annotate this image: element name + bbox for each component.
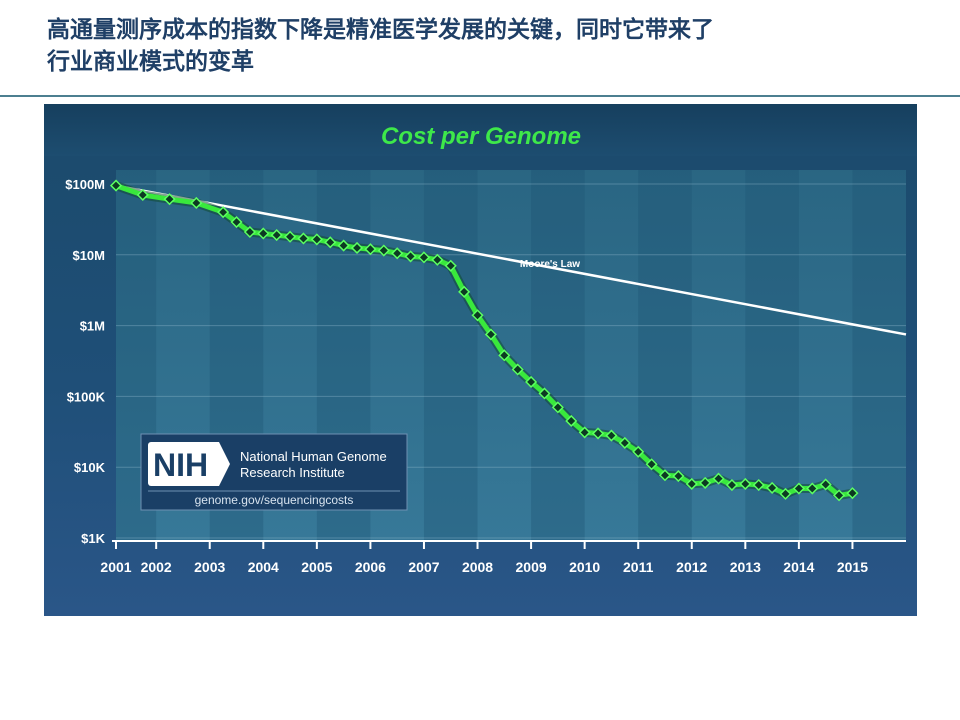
slide-title-line-2: 行业商业模式的变革 <box>47 49 254 75</box>
x-axis-tick-labels: 2001 2002 2003 2004 2005 2006 2007 2008 2009 2010… <box>100 541 868 575</box>
x-tick-label: 2006 <box>355 559 386 575</box>
cost-data-point <box>806 482 819 495</box>
cost-data-point <box>297 232 310 245</box>
cost-data-point <box>350 241 364 254</box>
cost-data-point <box>672 469 685 483</box>
cost-data-point <box>471 309 484 322</box>
cost-data-point <box>645 458 658 471</box>
nih-logo-box: NIH National Human Genome Research Insti… <box>140 433 408 511</box>
cost-data-point <box>511 363 524 376</box>
moores-law-line <box>115 184 907 336</box>
nih-badge-text: NIH <box>153 447 208 483</box>
cost-data-point <box>832 489 846 502</box>
title-divider <box>0 95 960 97</box>
cost-data-point <box>431 253 444 266</box>
column-band <box>745 170 799 542</box>
cost-data-point <box>712 472 725 485</box>
cost-data-point <box>458 285 471 298</box>
x-tick-label: 2010 <box>569 559 600 575</box>
cost-data-point <box>632 445 645 458</box>
x-tick-label: 2001 <box>100 559 131 575</box>
chart-title-band <box>44 104 917 156</box>
cost-data-point <box>618 436 631 450</box>
cost-data-point <box>364 243 377 256</box>
cost-data-point <box>136 188 149 202</box>
nih-badge-notch <box>219 442 232 486</box>
moores-law-label: Moore's Law <box>520 259 580 270</box>
cost-data-point <box>605 429 618 442</box>
nih-badge-bg <box>148 442 232 486</box>
cost-data-point <box>484 328 497 341</box>
cost-data-point <box>417 251 431 264</box>
cost-data-point <box>404 250 417 263</box>
cost-data-point <box>725 478 738 492</box>
nih-org-line-2: Research Institute <box>240 465 345 480</box>
cost-data-point <box>324 236 337 249</box>
cost-data-point <box>337 239 350 252</box>
x-tick-label: 2012 <box>676 559 707 575</box>
x-tick-label: 2007 <box>408 559 439 575</box>
cost-data-point <box>230 216 243 229</box>
cost-data-point <box>591 427 605 440</box>
cost-data-point <box>819 478 832 491</box>
column-band <box>852 170 906 542</box>
cost-data-point <box>551 401 564 414</box>
cost-data-point <box>190 196 203 210</box>
y-tick-label: $100K <box>67 389 106 404</box>
x-tick-label: 2003 <box>194 559 225 575</box>
cost-data-point <box>109 179 123 192</box>
cost-data-point <box>284 230 297 243</box>
x-tick-label: 2002 <box>141 559 172 575</box>
chart-title: Cost per Genome <box>381 123 581 150</box>
y-tick-label: $10M <box>72 248 105 263</box>
cost-data-point <box>779 487 792 500</box>
y-axis-tick-labels: $100M $10M $1M $100K $10K $1K <box>65 177 105 546</box>
y-tick-label: $1K <box>81 531 105 546</box>
cost-data-point <box>699 476 712 489</box>
x-tick-label: 2014 <box>783 559 814 575</box>
cost-data-point <box>739 477 752 491</box>
x-tick-label: 2013 <box>730 559 761 575</box>
y-tick-label: $1M <box>80 319 105 334</box>
x-tick-label: 2004 <box>248 559 279 575</box>
cost-data-point <box>243 225 256 239</box>
cost-data-point <box>766 481 779 494</box>
cost-data-point <box>565 414 578 428</box>
cost-data-point <box>217 206 230 219</box>
cost-data-point <box>391 247 404 260</box>
x-tick-label: 2015 <box>837 559 868 575</box>
slide-title: 高通量测序成本的指数下降是精准医学发展的关键，同时它带来了 行业商业模式的变革 <box>47 14 927 78</box>
cost-series-line <box>115 183 853 498</box>
cost-data-point <box>752 478 765 492</box>
x-tick-label: 2005 <box>301 559 332 575</box>
cost-per-genome-chart: Cost per Genome $100M $10M $1M $100K $10K $1K… <box>44 104 917 616</box>
series-layer: Moore's Law <box>109 179 907 502</box>
cost-data-point <box>498 349 511 362</box>
column-band <box>638 170 692 542</box>
cost-data-point <box>658 469 672 482</box>
x-tick-label: 2011 <box>623 559 654 575</box>
cost-data-point <box>578 426 591 439</box>
cost-data-point <box>525 375 538 389</box>
cost-data-point <box>685 477 698 491</box>
nih-url: genome.gov/sequencingcosts <box>195 493 354 507</box>
x-tick-label: 2009 <box>516 559 547 575</box>
cost-data-point <box>846 487 859 500</box>
nih-org-line-1: National Human Genome <box>240 449 387 464</box>
cost-data-point <box>538 387 551 400</box>
x-tick-label: 2008 <box>462 559 493 575</box>
chart-canvas: Cost per Genome $100M $10M $1M $100K $10K $1K… <box>44 104 917 616</box>
cost-data-point <box>377 244 390 257</box>
cost-data-point <box>257 227 270 240</box>
cost-data-point <box>163 193 176 206</box>
cost-data-point <box>444 259 457 272</box>
slide-title-line-1: 高通量测序成本的指数下降是精准医学发展的关键，同时它带来了 <box>47 17 714 43</box>
cost-data-point <box>792 482 805 495</box>
column-band <box>531 170 585 542</box>
y-tick-label: $10K <box>74 460 106 475</box>
column-band <box>423 170 478 542</box>
cost-data-point <box>270 229 283 242</box>
y-tick-label: $100M <box>65 177 105 192</box>
cost-data-point <box>310 233 323 246</box>
